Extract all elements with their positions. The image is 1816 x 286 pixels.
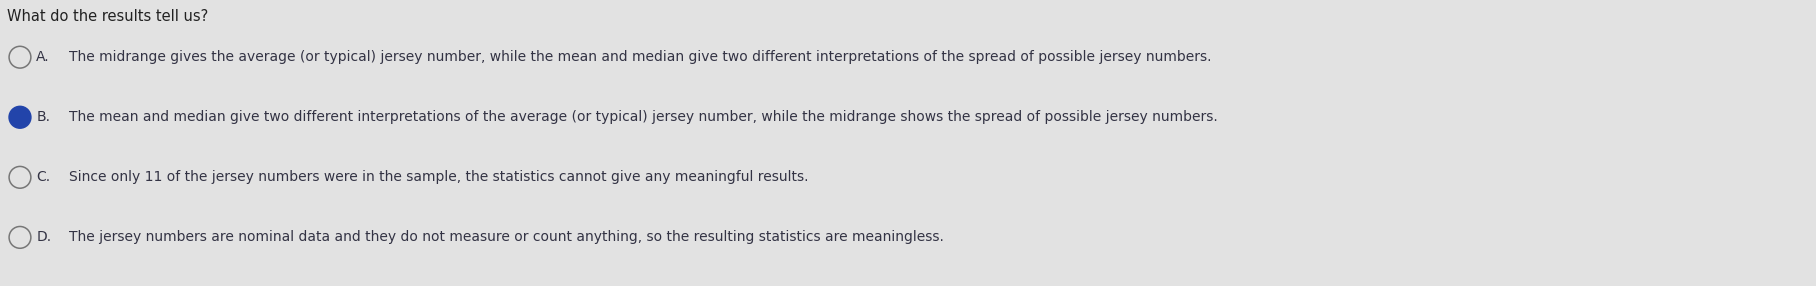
Text: The mean and median give two different interpretations of the average (or typica: The mean and median give two different i… bbox=[69, 110, 1219, 124]
Text: The jersey numbers are nominal data and they do not measure or count anything, s: The jersey numbers are nominal data and … bbox=[69, 231, 944, 244]
Ellipse shape bbox=[9, 106, 31, 128]
Text: C.: C. bbox=[36, 170, 51, 184]
Text: The midrange gives the average (or typical) jersey number, while the mean and me: The midrange gives the average (or typic… bbox=[69, 50, 1211, 64]
Text: D.: D. bbox=[36, 231, 51, 244]
Text: What do the results tell us?: What do the results tell us? bbox=[7, 9, 209, 23]
Text: B.: B. bbox=[36, 110, 51, 124]
Ellipse shape bbox=[9, 166, 31, 188]
Ellipse shape bbox=[9, 46, 31, 68]
Ellipse shape bbox=[9, 227, 31, 248]
Text: A.: A. bbox=[36, 50, 51, 64]
Text: Since only 11 of the jersey numbers were in the sample, the statistics cannot gi: Since only 11 of the jersey numbers were… bbox=[69, 170, 808, 184]
